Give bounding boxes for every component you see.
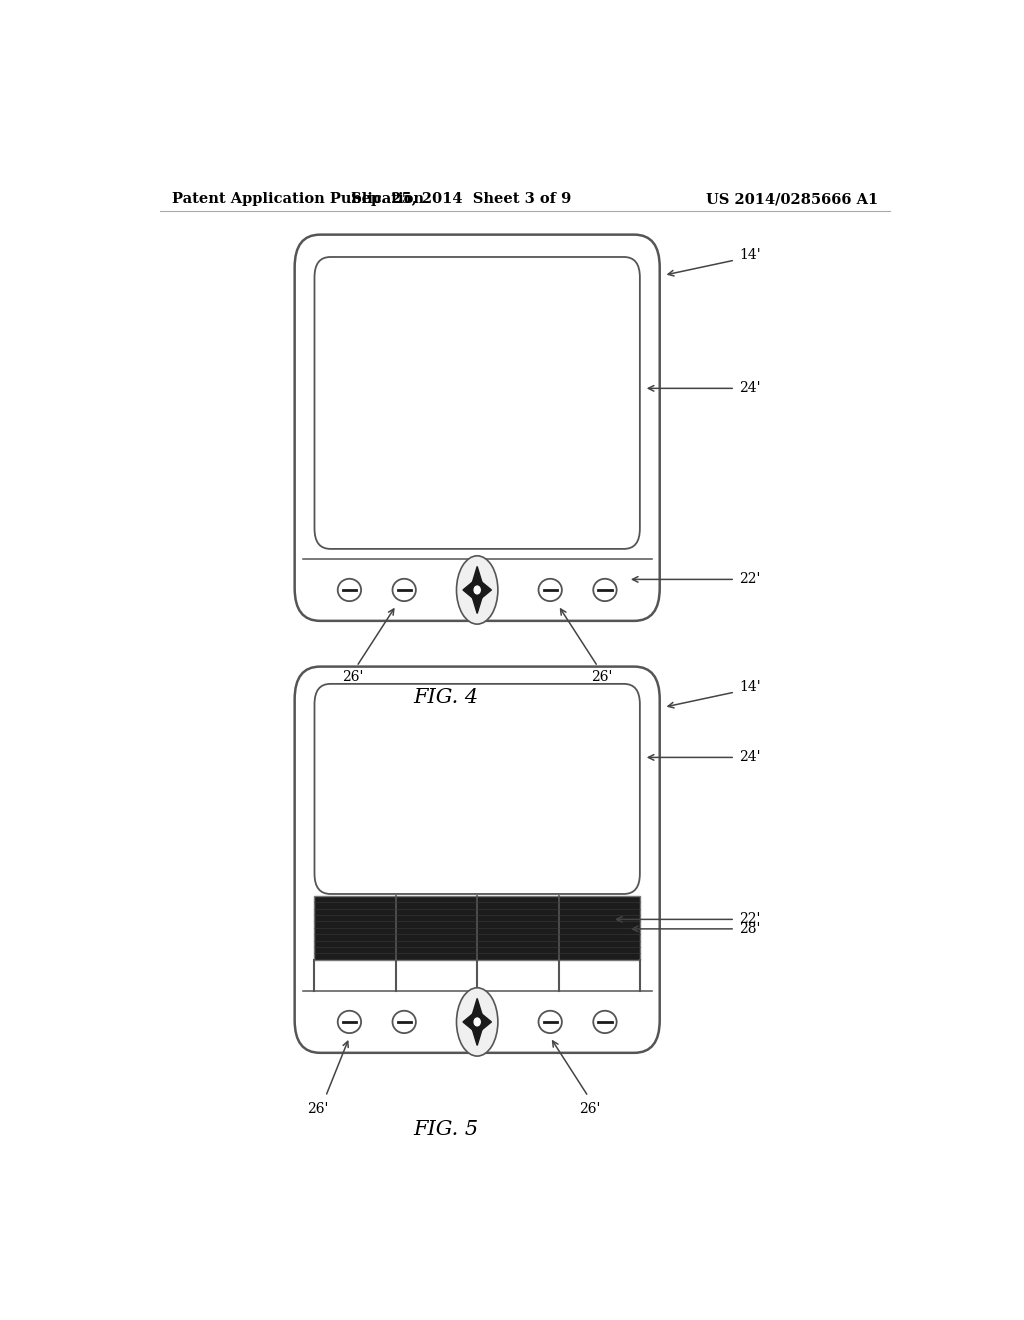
Polygon shape: [471, 594, 483, 614]
Ellipse shape: [593, 1011, 616, 1034]
Circle shape: [474, 586, 480, 594]
Ellipse shape: [457, 556, 498, 624]
Polygon shape: [479, 581, 492, 599]
Text: FIG. 4: FIG. 4: [413, 688, 478, 706]
Polygon shape: [479, 1012, 492, 1032]
Text: 24': 24': [739, 381, 761, 396]
Text: 24': 24': [739, 750, 761, 764]
FancyBboxPatch shape: [295, 667, 659, 1053]
Text: 14': 14': [739, 680, 761, 694]
FancyBboxPatch shape: [314, 684, 640, 894]
Polygon shape: [463, 581, 475, 599]
Bar: [314, 896, 640, 960]
Ellipse shape: [338, 578, 361, 601]
Ellipse shape: [392, 1011, 416, 1034]
Text: 26': 26': [342, 669, 364, 684]
Ellipse shape: [457, 987, 498, 1056]
Text: 14': 14': [739, 248, 761, 261]
FancyBboxPatch shape: [295, 235, 659, 620]
Polygon shape: [471, 998, 483, 1018]
Text: 26': 26': [580, 1102, 600, 1115]
Ellipse shape: [392, 578, 416, 601]
Text: 22': 22': [739, 573, 761, 586]
Text: 22': 22': [739, 912, 761, 927]
Ellipse shape: [338, 1011, 361, 1034]
Ellipse shape: [593, 578, 616, 601]
Text: Patent Application Publication: Patent Application Publication: [172, 191, 424, 206]
Ellipse shape: [539, 1011, 562, 1034]
Text: US 2014/0285666 A1: US 2014/0285666 A1: [706, 191, 878, 206]
Polygon shape: [471, 1026, 483, 1045]
Text: 28': 28': [739, 921, 761, 936]
Text: Sep. 25, 2014  Sheet 3 of 9: Sep. 25, 2014 Sheet 3 of 9: [351, 191, 571, 206]
Circle shape: [474, 1018, 480, 1026]
Polygon shape: [463, 1012, 475, 1032]
FancyBboxPatch shape: [314, 257, 640, 549]
Text: FIG. 5: FIG. 5: [413, 1119, 478, 1139]
Text: 26': 26': [591, 669, 612, 684]
Text: 26': 26': [307, 1102, 329, 1115]
Polygon shape: [471, 566, 483, 586]
Ellipse shape: [539, 578, 562, 601]
